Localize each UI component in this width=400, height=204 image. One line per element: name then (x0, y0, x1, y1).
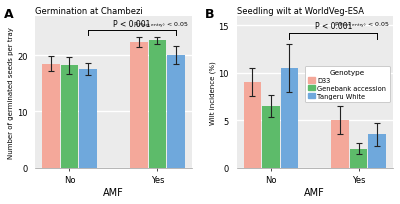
Text: A: A (4, 8, 14, 21)
X-axis label: AMF: AMF (103, 187, 124, 197)
Text: P$_{\mathregular{(Plant\ entry)}}$ < 0.05: P$_{\mathregular{(Plant\ entry)}}$ < 0.0… (334, 21, 390, 31)
Bar (368, 135, 386, 168)
Bar (350, 149, 368, 168)
Bar (167, 56, 184, 168)
Bar (262, 106, 280, 168)
Text: B: B (205, 8, 215, 21)
Y-axis label: Wilt incidence (%): Wilt incidence (%) (209, 61, 216, 124)
Text: P < 0.001: P < 0.001 (113, 20, 150, 29)
Text: Germination at Chambezi: Germination at Chambezi (35, 7, 143, 16)
Text: Seedling wilt at WorldVeg-ESA: Seedling wilt at WorldVeg-ESA (236, 7, 364, 16)
X-axis label: AMF: AMF (304, 187, 325, 197)
Y-axis label: Number of germinated seeds per tray: Number of germinated seeds per tray (8, 27, 14, 158)
Bar (79, 70, 97, 168)
Bar (42, 64, 60, 168)
Bar (280, 69, 298, 168)
Text: P < 0.001: P < 0.001 (314, 22, 352, 31)
Bar (130, 43, 148, 168)
Bar (332, 121, 349, 168)
Legend: D33, Genebank accession, Tangeru White: D33, Genebank accession, Tangeru White (305, 67, 390, 103)
Bar (61, 66, 78, 168)
Text: P$_{\mathregular{(Plant\ entry)}}$ < 0.05: P$_{\mathregular{(Plant\ entry)}}$ < 0.0… (133, 21, 188, 31)
Bar (148, 41, 166, 168)
Bar (244, 83, 261, 168)
